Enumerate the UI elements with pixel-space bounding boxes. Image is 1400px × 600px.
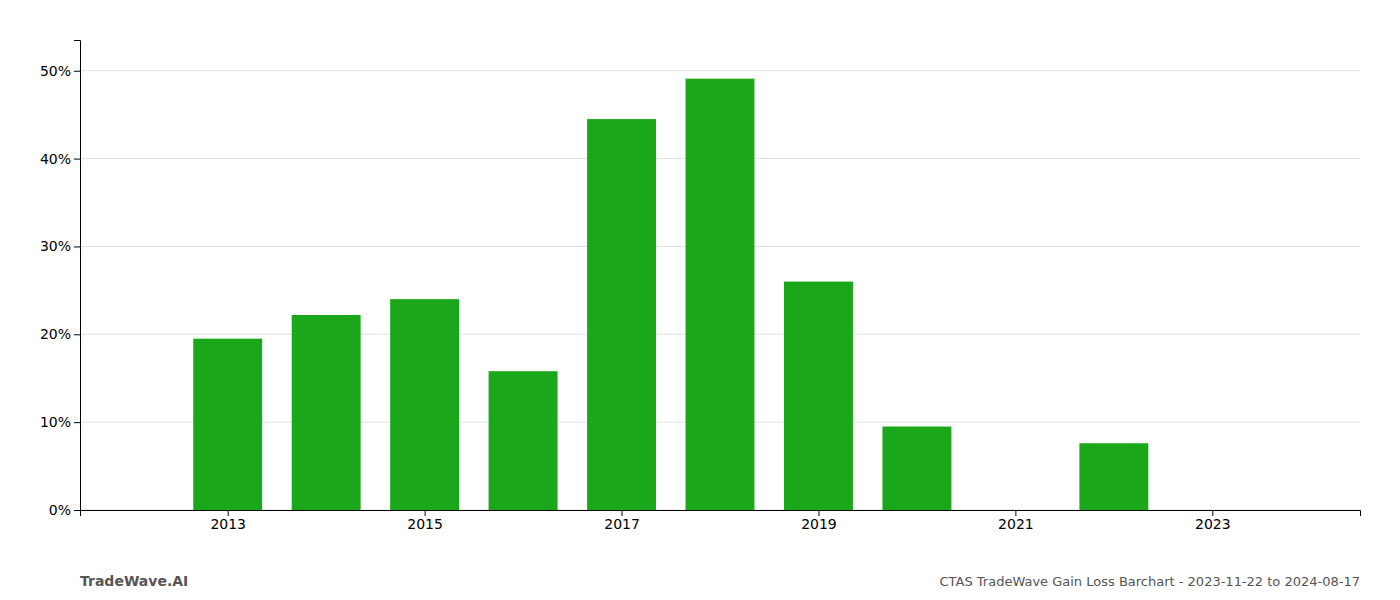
y-tick-label: 50% [40,63,71,79]
footer-left: TradeWave.AI [80,573,188,589]
bar [784,282,853,510]
x-axis: 2013 2015 2017 2019 2021 2023 [81,510,1361,532]
grid [80,71,1360,510]
x-tick: 2017 [604,510,640,532]
grid-line [80,70,1360,71]
bar [390,299,459,510]
x-tick-label: 2021 [998,516,1034,532]
y-tick: 20% [40,326,80,342]
y-tick-mark [74,334,80,335]
bar [489,371,558,510]
footer-right: CTAS TradeWave Gain Loss Barchart - 2023… [940,574,1360,589]
y-tick: 40% [40,151,80,167]
y-tick-mark [74,510,80,511]
x-axis-line [81,511,1361,517]
x-tick: 2013 [210,510,246,532]
bars [193,79,1148,510]
bar [882,427,951,510]
bar [686,79,755,510]
bar [193,339,262,510]
y-axis-line [74,41,81,511]
bar [587,119,656,510]
x-tick-label: 2023 [1195,516,1231,532]
bar [1079,443,1148,510]
plot: 2013 2015 2017 2019 2021 2023 0% 10% 20% 30% 40% 50… [40,41,1361,532]
x-tick: 2019 [801,510,837,532]
x-tick-label: 2015 [407,516,443,532]
y-tick: 0% [49,502,80,518]
x-tick-label: 2017 [604,516,640,532]
y-tick-mark [74,71,80,72]
y-tick-label: 40% [40,151,71,167]
y-tick: 10% [40,414,80,430]
y-tick-label: 20% [40,326,71,342]
x-tick-label: 2013 [210,516,246,532]
y-axis: 0% 10% 20% 30% 40% 50% [40,41,81,518]
chart: 2013 2015 2017 2019 2021 2023 0% 10% 20% 30% 40% 50… [0,0,1400,600]
y-tick: 30% [40,238,80,254]
y-tick-mark [74,246,80,247]
y-tick-label: 30% [40,238,71,254]
y-tick-mark [74,422,80,423]
x-tick: 2015 [407,510,443,532]
x-tick: 2021 [998,510,1034,532]
y-tick-label: 10% [40,414,71,430]
y-tick-label: 0% [49,502,71,518]
x-tick-label: 2019 [801,516,837,532]
y-tick-mark [74,159,80,160]
x-tick: 2023 [1195,510,1231,532]
y-tick: 50% [40,63,80,79]
bar [292,315,361,510]
